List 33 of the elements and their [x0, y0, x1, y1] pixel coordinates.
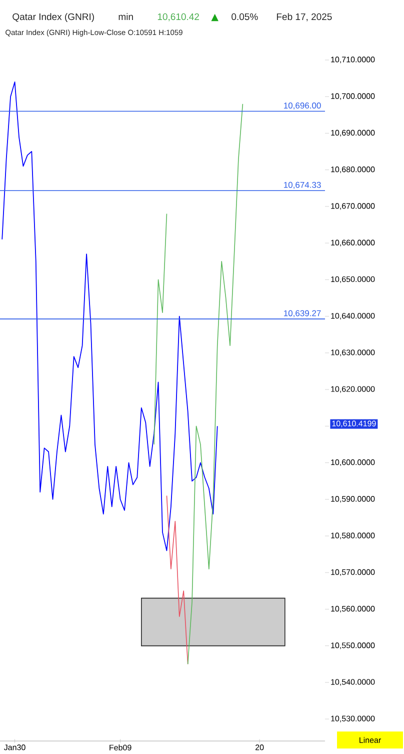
text: 0.05%: [232, 13, 258, 20]
y-tick-label: 10,600.0000: [331, 459, 375, 466]
y-tick-label: 10,680.0000: [331, 166, 375, 174]
x-tick-label: 20: [256, 744, 264, 750]
y-tick-label: 10,550.0000: [331, 642, 375, 650]
ref-line-label: 10,696.00: [284, 102, 321, 110]
line-series: [2, 82, 218, 552]
y-tick-label: 10,710.0000: [331, 56, 375, 64]
text: Feb 17, 2025: [276, 13, 332, 22]
y-tick-label: 10,580.0000: [331, 532, 375, 540]
ref-line-label: 10,639.27: [284, 310, 321, 318]
text: 10,610.4199: [332, 420, 376, 428]
y-tick-label: 10,670.0000: [331, 203, 375, 210]
y-tick-label: 10,560.0000: [331, 606, 375, 612]
x-tick-label: Jan30: [4, 744, 26, 750]
y-tick-label: 10,640.0000: [331, 312, 375, 320]
x-tick-label: Feb09: [110, 744, 132, 750]
y-tick-label: 10,630.0000: [331, 350, 375, 356]
y-tick-label: 10,590.0000: [331, 496, 375, 503]
y-tick-label: 10,650.0000: [331, 276, 375, 283]
text: ▲: [211, 14, 218, 22]
text: Linear: [360, 737, 381, 743]
y-tick-label: 10,540.0000: [331, 679, 375, 686]
text: 10,610.42: [158, 13, 199, 22]
ref-line-label: 10,674.33: [284, 182, 321, 189]
y-tick-label: 10,700.0000: [331, 93, 375, 100]
text: min: [118, 13, 133, 20]
chart-title: Qatar Index (GNRI): [12, 13, 94, 22]
y-tick-label: 10,570.0000: [331, 569, 375, 576]
y-tick-label: 10,620.0000: [331, 386, 375, 393]
y-tick-label: 10,530.0000: [331, 716, 375, 722]
y-tick-label: 10,660.0000: [331, 240, 375, 246]
y-tick-label: 10,690.0000: [331, 130, 375, 137]
